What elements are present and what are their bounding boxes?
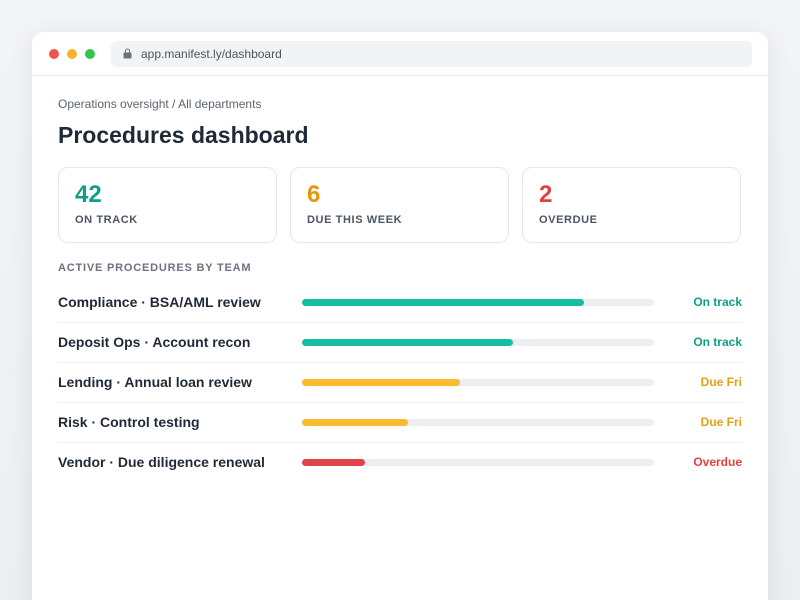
- procedure-name: Risk · Control testing: [58, 414, 200, 430]
- section-title: ACTIVE PROCEDURES BY TEAM: [58, 262, 252, 274]
- procedure-name: Lending · Annual loan review: [58, 374, 252, 390]
- stat-card[interactable]: 6 DUE THIS WEEK: [290, 167, 509, 243]
- stat-value: 42: [75, 181, 102, 208]
- maximize-button[interactable]: [85, 49, 95, 59]
- progress-track: [302, 419, 654, 426]
- progress-track: [302, 459, 654, 466]
- address-bar[interactable]: app.manifest.ly/dashboard: [111, 41, 752, 67]
- procedure-name: Deposit Ops · Account recon: [58, 334, 251, 350]
- stat-card[interactable]: 42 ON TRACK: [58, 167, 277, 243]
- progress-track: [302, 379, 654, 386]
- status-label: Due Fri: [700, 415, 742, 429]
- close-button[interactable]: [49, 49, 59, 59]
- procedure-row[interactable]: Risk · Control testing Due Fri: [58, 402, 742, 443]
- status-label: On track: [693, 295, 742, 309]
- progress-fill: [302, 299, 584, 306]
- page-title: Procedures dashboard: [58, 122, 309, 148]
- progress-fill: [302, 459, 366, 466]
- browser-window: app.manifest.ly/dashboard Operations ove…: [32, 32, 768, 600]
- breadcrumb[interactable]: Operations oversight / All departments: [58, 97, 262, 111]
- stat-card[interactable]: 2 OVERDUE: [522, 167, 741, 243]
- procedure-row[interactable]: Vendor · Due diligence renewal Overdue: [58, 442, 742, 482]
- stat-value: 2: [539, 181, 553, 208]
- minimize-button[interactable]: [67, 49, 77, 59]
- lock-icon: [123, 48, 132, 59]
- stat-label: ON TRACK: [75, 214, 138, 226]
- progress-track: [302, 299, 654, 306]
- status-label: Overdue: [693, 455, 742, 469]
- browser-toolbar: app.manifest.ly/dashboard: [32, 32, 768, 76]
- procedure-name: Compliance · BSA/AML review: [58, 294, 261, 310]
- procedure-name: Vendor · Due diligence renewal: [58, 454, 265, 470]
- status-label: Due Fri: [700, 375, 742, 389]
- procedure-row[interactable]: Lending · Annual loan review Due Fri: [58, 362, 742, 403]
- progress-fill: [302, 419, 408, 426]
- url-text: app.manifest.ly/dashboard: [141, 47, 282, 61]
- procedure-row[interactable]: Deposit Ops · Account recon On track: [58, 322, 742, 363]
- progress-track: [302, 339, 654, 346]
- stat-label: DUE THIS WEEK: [307, 214, 403, 226]
- status-label: On track: [693, 335, 742, 349]
- stat-value: 6: [307, 181, 321, 208]
- progress-fill: [302, 339, 514, 346]
- procedure-row[interactable]: Compliance · BSA/AML review On track: [58, 282, 742, 323]
- progress-fill: [302, 379, 461, 386]
- stat-label: OVERDUE: [539, 214, 598, 226]
